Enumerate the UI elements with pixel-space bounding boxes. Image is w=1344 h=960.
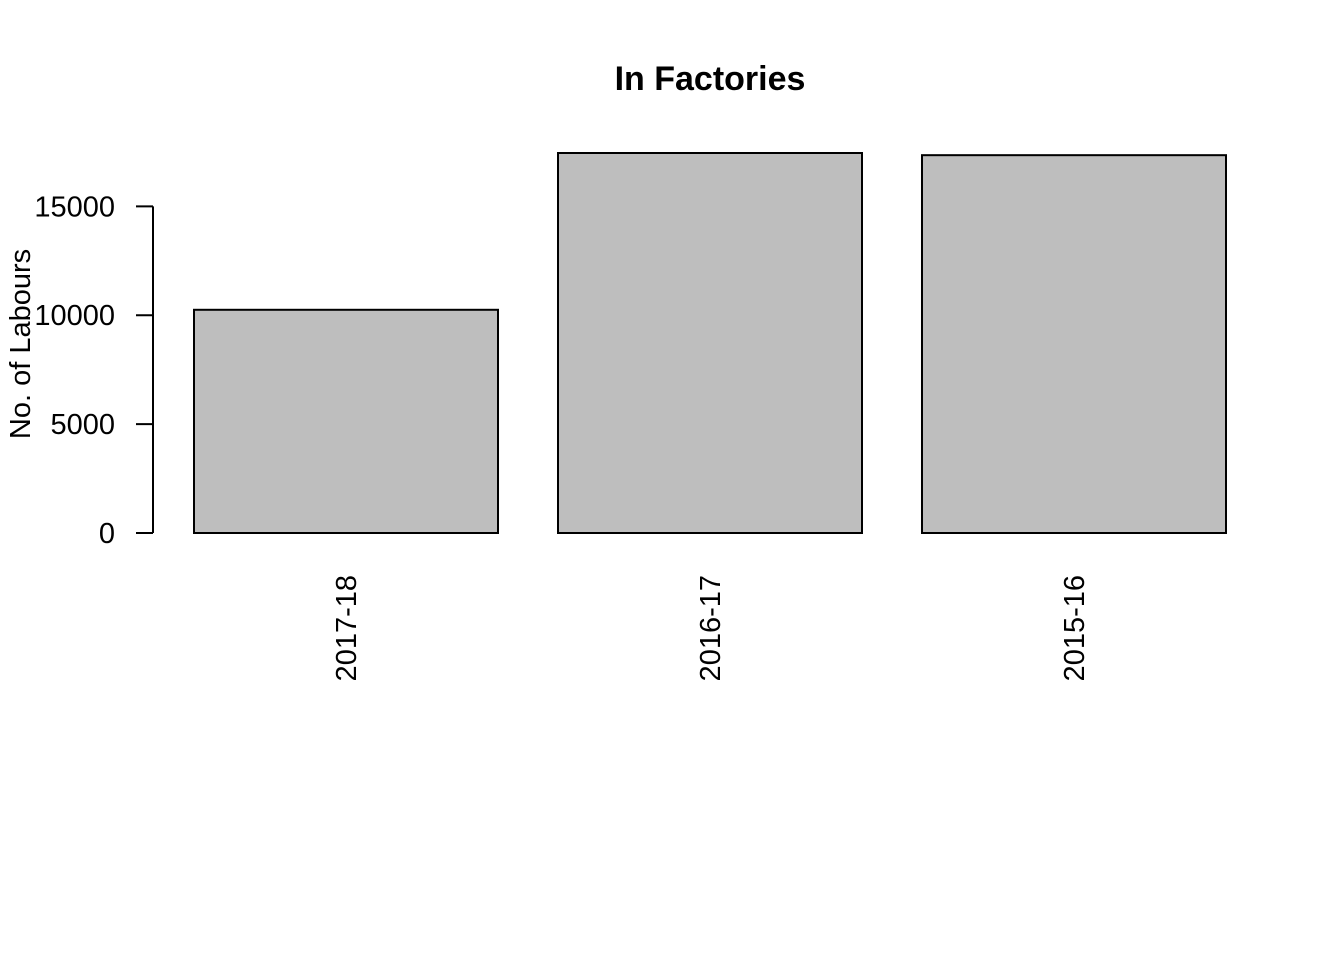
chart-title: In Factories bbox=[615, 60, 806, 98]
bar-2017-18 bbox=[193, 308, 499, 534]
y-tick-label: 15000 bbox=[34, 191, 115, 223]
x-tick-labels: 2017-18 2016-17 2015-16 bbox=[331, 575, 1091, 681]
y-tick-label: 5000 bbox=[50, 409, 115, 441]
x-tick-label: 2016-17 bbox=[695, 575, 727, 681]
bars-group bbox=[193, 152, 1227, 534]
y-tick-label: 0 bbox=[99, 518, 115, 550]
y-tick-label: 10000 bbox=[34, 300, 115, 332]
bar-2015-16 bbox=[921, 154, 1227, 534]
x-tick-label: 2017-18 bbox=[331, 575, 363, 681]
x-tick-label: 2015-16 bbox=[1059, 575, 1091, 681]
y-axis: 0 5000 10000 15000 bbox=[34, 191, 154, 550]
bar-2016-17 bbox=[557, 152, 863, 534]
y-axis-label: No. of Labours bbox=[5, 249, 37, 439]
